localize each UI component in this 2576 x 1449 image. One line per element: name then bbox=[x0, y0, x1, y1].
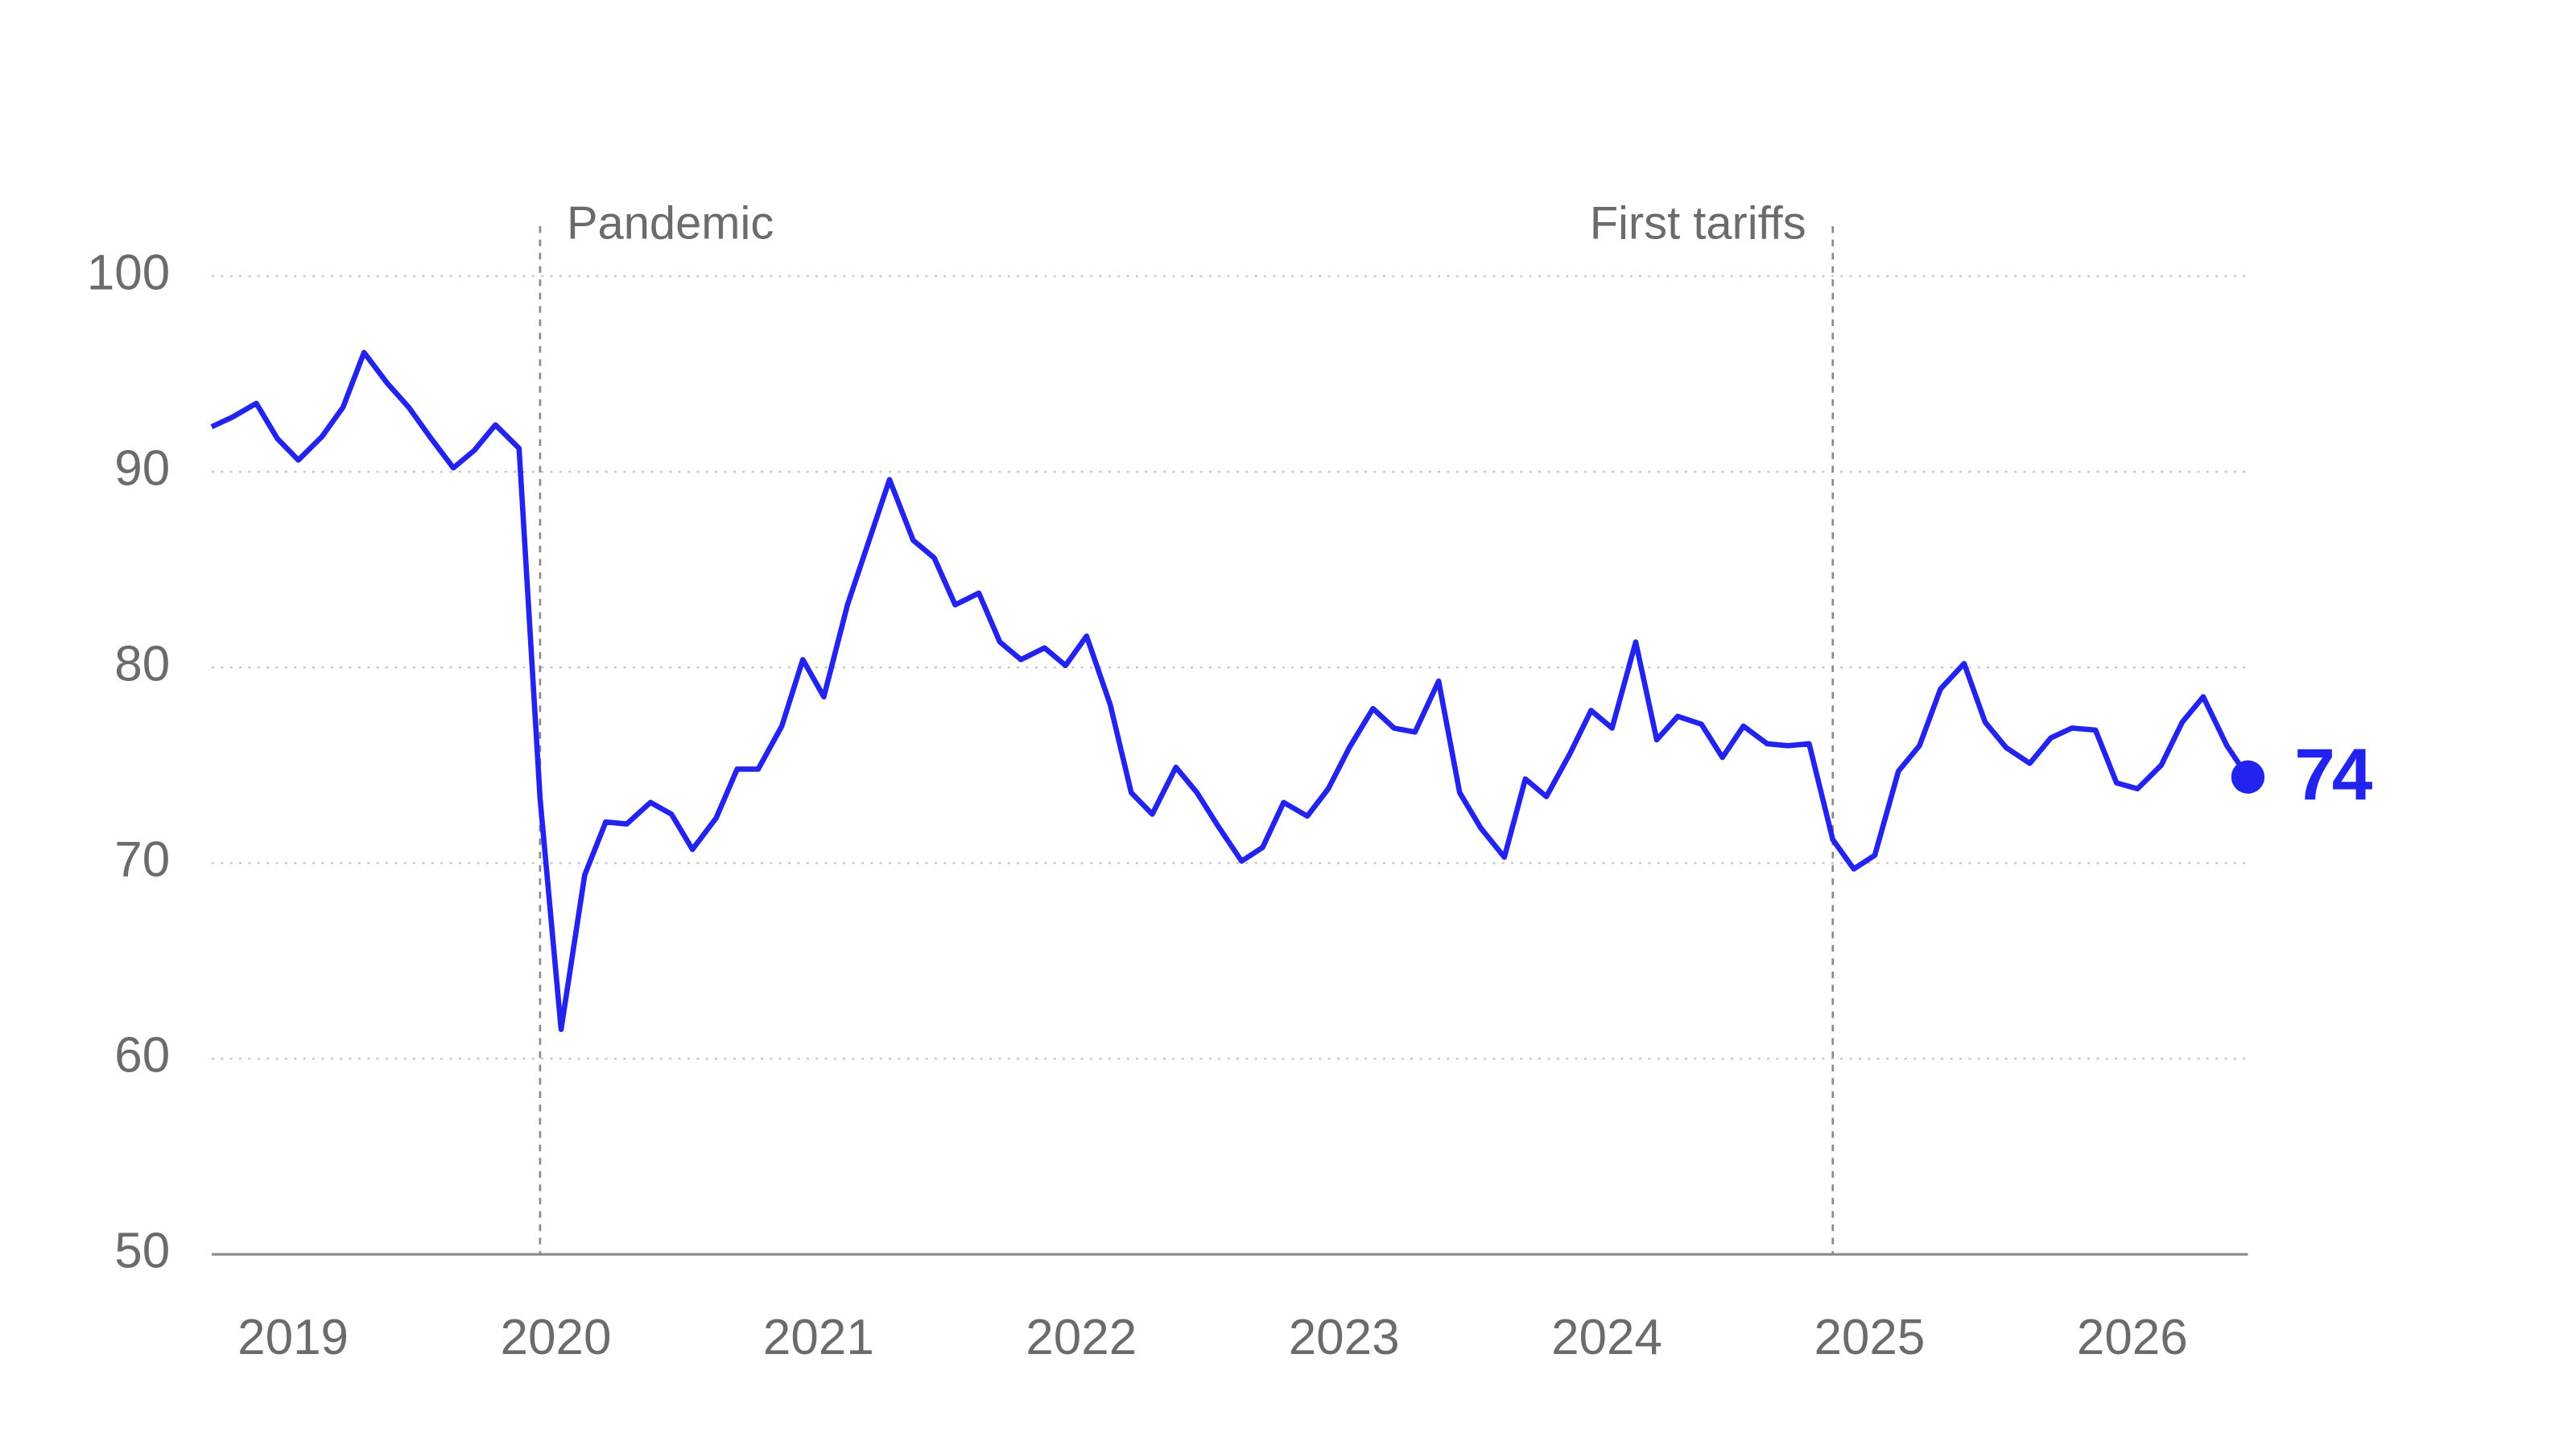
x-tick-label: 2019 bbox=[237, 1310, 349, 1365]
y-tick-label: 100 bbox=[87, 245, 170, 300]
x-tick-label: 2026 bbox=[2077, 1310, 2188, 1365]
annotation-label: Pandemic bbox=[567, 197, 774, 249]
y-tick-label: 50 bbox=[114, 1224, 170, 1279]
series-line bbox=[210, 349, 2251, 1033]
x-tick-label: 2023 bbox=[1289, 1310, 1400, 1365]
annotation-label: First tariffs bbox=[1590, 197, 1806, 249]
y-tick-label: 90 bbox=[114, 440, 170, 496]
y-tick-label: 70 bbox=[114, 832, 170, 888]
x-tick-label: 2024 bbox=[1551, 1310, 1662, 1365]
x-tick-label: 2022 bbox=[1026, 1310, 1137, 1365]
x-tick-label: 2021 bbox=[763, 1310, 874, 1365]
end-point bbox=[2231, 760, 2265, 794]
x-tick-label: 2025 bbox=[1814, 1310, 1925, 1365]
y-tick-label: 60 bbox=[114, 1028, 170, 1084]
y-tick-label: 80 bbox=[114, 636, 170, 691]
value-label: 74 bbox=[2294, 734, 2372, 815]
x-tick-label: 2020 bbox=[501, 1310, 612, 1365]
